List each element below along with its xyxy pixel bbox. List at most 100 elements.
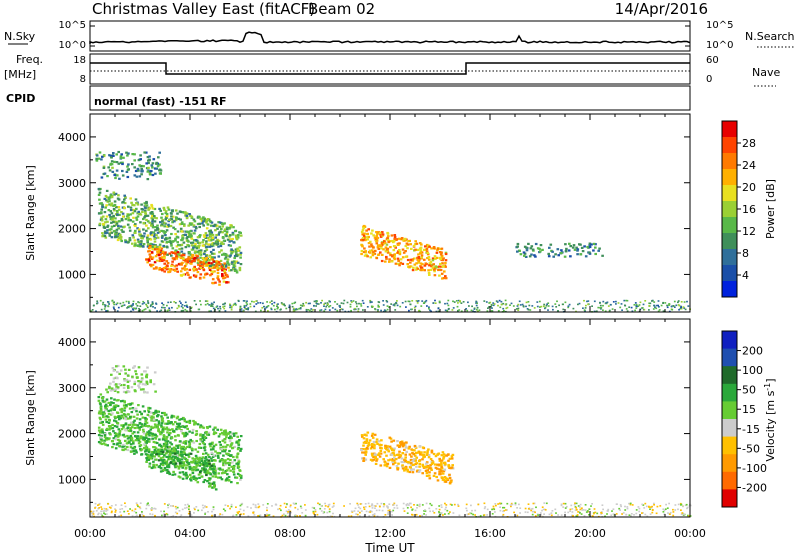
scatter-cell — [98, 188, 101, 191]
scatter-cell — [156, 165, 160, 168]
scatter-cell — [184, 447, 187, 450]
scatter-cell — [448, 466, 451, 469]
scatter-cell — [111, 367, 115, 370]
scatter-cell — [234, 250, 238, 253]
scatter-cell — [166, 265, 169, 268]
scatter-cell — [180, 222, 184, 225]
scatter-cell — [440, 247, 444, 250]
scatter-cell — [396, 468, 399, 471]
scatter-cell — [155, 162, 158, 165]
scatter-cell — [159, 268, 162, 271]
scatter-cell — [222, 464, 225, 467]
scatter-cell — [560, 504, 563, 507]
scatter-cell — [98, 507, 101, 509]
scatter-cell — [677, 304, 680, 306]
scatter-cell — [232, 470, 236, 474]
scatter-cell — [444, 480, 448, 483]
scatter-cell — [625, 308, 628, 310]
scatter-cell — [448, 476, 452, 480]
scatter-cell — [437, 268, 440, 272]
scatter-cell — [362, 459, 365, 462]
scatter-cell — [385, 454, 388, 457]
scatter-cell — [154, 307, 156, 309]
scatter-cell — [228, 462, 232, 465]
velocity-colorbar-swatches — [722, 331, 737, 508]
scatter-cell — [417, 253, 420, 256]
scatter-cell — [201, 241, 204, 244]
scatter-cell — [430, 265, 433, 268]
scatter-cell — [479, 515, 482, 517]
scatter-cell — [148, 245, 152, 248]
scatter-cell — [502, 302, 505, 305]
scatter-cell — [105, 398, 109, 401]
scatter-cell — [160, 216, 163, 219]
scatter-cell — [137, 384, 140, 387]
scatter-cell — [411, 452, 414, 455]
scatter-cell — [484, 506, 487, 508]
scatter-cell — [399, 258, 403, 261]
scatter-cell — [404, 468, 408, 471]
scatter-cell — [545, 502, 548, 505]
scatter-cell — [148, 207, 152, 210]
scatter-cell — [210, 232, 213, 235]
scatter-cell — [402, 442, 406, 445]
scatter-cell — [331, 307, 334, 309]
scatter-cell — [625, 513, 628, 516]
scatter-cell — [443, 476, 447, 479]
scatter-cell — [442, 453, 446, 456]
scatter-cell — [233, 445, 237, 448]
scatter-cell — [362, 457, 366, 460]
scatter-cell — [525, 305, 527, 308]
scatter-cell — [155, 259, 159, 262]
scatter-cell — [200, 475, 204, 478]
scatter-cell — [421, 504, 424, 506]
scatter-cell — [229, 443, 233, 446]
scatter-cell — [215, 306, 218, 308]
scatter-cell — [225, 433, 228, 436]
scatter-cell — [136, 413, 139, 416]
scatter-cell — [659, 505, 662, 507]
scatter-cell — [421, 453, 424, 456]
scatter-cell — [149, 212, 153, 215]
scatter-cell — [123, 435, 126, 438]
scatter-cell — [600, 513, 603, 515]
scatter-cell — [418, 445, 422, 448]
scatter-cell — [160, 417, 164, 420]
scatter-cell — [235, 455, 239, 458]
scatter-cell — [267, 305, 270, 307]
scatter-cell — [179, 218, 182, 221]
scatter-cell — [126, 380, 130, 383]
scatter-cell — [167, 208, 171, 211]
scatter-cell — [267, 514, 269, 517]
scatter-cell — [444, 309, 447, 312]
scatter-cell — [653, 304, 656, 307]
scatter-cell — [586, 245, 589, 249]
scatter-cell — [175, 428, 178, 431]
scatter-cell — [428, 467, 432, 470]
scatter-cell — [197, 258, 200, 261]
scatter-cell — [186, 420, 190, 423]
scatter-cell — [212, 467, 215, 470]
scatter-cell — [205, 221, 208, 224]
scatter-cell — [109, 215, 112, 218]
scatter-cell — [502, 510, 504, 513]
scatter-cell — [542, 305, 545, 308]
scatter-cell — [210, 457, 213, 460]
scatter-cell — [129, 197, 132, 200]
scatter-cell — [178, 422, 182, 425]
scatter-cell — [130, 436, 134, 439]
scatter-cell — [286, 503, 288, 505]
scatter-cell — [98, 502, 101, 505]
scatter-cell — [365, 236, 368, 239]
scatter-cell — [488, 302, 491, 304]
scatter-cell — [207, 464, 211, 467]
scatter-cell — [100, 158, 103, 161]
scatter-cell — [153, 167, 157, 170]
scatter-cell — [163, 413, 167, 417]
scatter-cell — [199, 217, 203, 221]
scatter-cell — [121, 230, 124, 233]
scatter-cell — [419, 515, 421, 517]
scatter-cell — [299, 307, 302, 309]
scatter-cell — [411, 449, 414, 452]
scatter-cell — [215, 467, 218, 470]
